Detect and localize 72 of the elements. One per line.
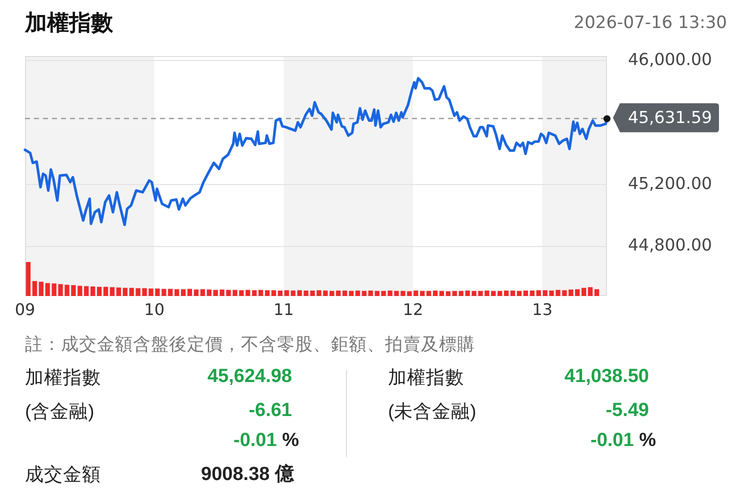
text: 註：成交金額含盤後定價，不含零股、鉅額、拍賣及標購 (25, 333, 475, 356)
bar (330, 290, 334, 296)
bar (103, 286, 108, 296)
bar (582, 288, 586, 296)
bar (200, 289, 205, 296)
bar (116, 288, 122, 296)
bar (252, 290, 257, 296)
text: (含金融) (25, 400, 94, 424)
bar (426, 290, 432, 296)
bar (271, 290, 276, 296)
text: -5.49 (606, 400, 649, 421)
bar (336, 290, 341, 296)
bar (536, 290, 541, 296)
text: 9008.38 億 (201, 462, 294, 487)
bar (510, 290, 516, 296)
x-tick-label: 09 (14, 300, 36, 319)
text: 2026-07-16 13:30 (574, 13, 727, 33)
bar (355, 290, 360, 296)
bar (84, 286, 89, 296)
bar (504, 290, 509, 296)
x-tick-label: 10 (144, 300, 165, 319)
bar (264, 290, 270, 296)
text: 加權指數 (388, 366, 464, 390)
bar (516, 290, 522, 296)
bar (362, 290, 367, 296)
text: 45,624.98 (207, 366, 292, 387)
text: 成交金額 (25, 462, 101, 486)
y-tick-label: 44,800.00 (628, 236, 712, 255)
bar (368, 290, 373, 296)
bar (90, 286, 96, 296)
x-tick-label: 12 (402, 300, 424, 319)
bar (348, 290, 354, 296)
text: (未含金融) (388, 400, 476, 424)
bar (96, 286, 102, 296)
bar (432, 290, 438, 296)
x-tick-label: 11 (273, 300, 294, 319)
bar (420, 290, 425, 296)
bar (206, 290, 212, 296)
bar (498, 290, 502, 296)
bar (530, 290, 534, 296)
bar (284, 290, 289, 296)
bar (342, 290, 348, 296)
chart-title: 加權指數 (25, 10, 113, 38)
y-tick-label: 45,200.00 (628, 174, 712, 193)
text: 加權指數 (25, 366, 101, 390)
bar (278, 290, 283, 296)
text: -0.01 % (590, 430, 656, 451)
bar (187, 288, 192, 296)
bar (26, 262, 31, 296)
bar (523, 290, 528, 296)
text: -0.01 % (234, 430, 299, 451)
bar (588, 287, 593, 296)
bar (32, 281, 38, 296)
bar (174, 289, 180, 296)
y-tick-label: 46,000.00 (628, 50, 712, 69)
bar (290, 290, 296, 296)
bar (594, 289, 600, 296)
bar (110, 287, 115, 296)
bar (38, 282, 44, 296)
bar (194, 290, 199, 296)
x-tick-label: 13 (532, 300, 553, 319)
text: -6.61 (248, 400, 292, 421)
ref-line-label: 45,631.59 (628, 108, 712, 127)
bar (439, 290, 444, 296)
bar (452, 290, 457, 296)
text: 41,038.50 (564, 366, 649, 387)
bar (258, 290, 264, 296)
bar (122, 288, 128, 296)
bar (414, 290, 418, 296)
bar (446, 291, 450, 296)
bar (168, 288, 173, 296)
bar (180, 289, 186, 296)
